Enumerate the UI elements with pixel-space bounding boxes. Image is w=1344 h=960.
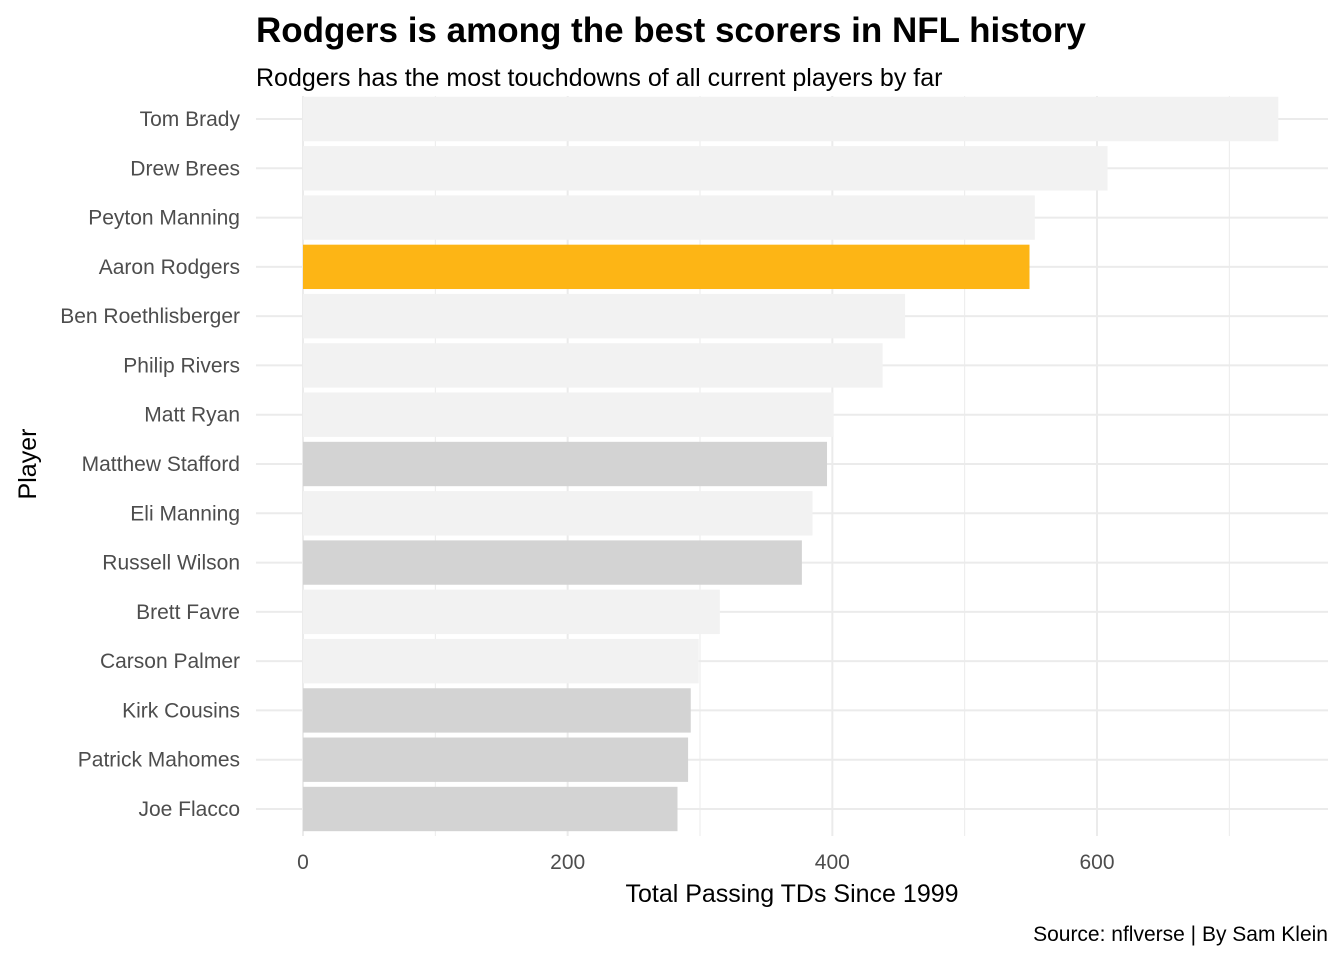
bar bbox=[303, 441, 828, 487]
bar bbox=[303, 96, 1279, 142]
bar bbox=[303, 392, 834, 437]
y-tick-label: Matt Ryan bbox=[144, 404, 240, 427]
y-tick-label: Philip Rivers bbox=[123, 354, 240, 377]
bar bbox=[303, 146, 1108, 191]
chart-subtitle: Rodgers has the most touchdowns of all c… bbox=[256, 64, 942, 92]
bar bbox=[303, 293, 906, 339]
bar bbox=[303, 343, 883, 388]
y-tick-label: Drew Brees bbox=[130, 157, 240, 180]
y-tick-label: Ben Roethlisberger bbox=[60, 305, 240, 328]
bar bbox=[303, 688, 691, 733]
bar bbox=[303, 195, 1035, 240]
y-tick-label: Russell Wilson bbox=[102, 552, 240, 575]
y-tick-label: Joe Flacco bbox=[138, 798, 240, 821]
bar bbox=[303, 786, 678, 832]
y-axis-tick-labels: Tom Brady Drew Brees Peyton Manning Aaron R… bbox=[60, 108, 240, 821]
y-tick-label: Kirk Cousins bbox=[122, 699, 240, 722]
bar bbox=[303, 589, 720, 635]
y-tick-label: Eli Manning bbox=[130, 502, 240, 525]
y-tick-label: Peyton Manning bbox=[88, 207, 240, 230]
chart-caption: Source: nflverse | By Sam Klein bbox=[1033, 923, 1328, 946]
x-tick-label: 200 bbox=[550, 851, 585, 874]
y-tick-label: Tom Brady bbox=[140, 108, 241, 131]
bars bbox=[303, 96, 1279, 832]
x-axis-title: Total Passing TDs Since 1999 bbox=[625, 880, 958, 908]
y-tick-label: Aaron Rodgers bbox=[99, 256, 240, 279]
bar bbox=[303, 737, 689, 782]
bar bbox=[303, 540, 802, 585]
x-tick-label: 600 bbox=[1079, 851, 1114, 874]
y-tick-label: Patrick Mahomes bbox=[78, 749, 240, 772]
x-tick-label: 0 bbox=[297, 851, 309, 874]
x-axis-tick-labels: 0 200 400 600 bbox=[297, 851, 1114, 874]
chart-title: Rodgers is among the best scorers in NFL… bbox=[256, 11, 1086, 50]
y-tick-label: Carson Palmer bbox=[100, 650, 240, 673]
x-tick-label: 400 bbox=[815, 851, 850, 874]
y-axis-title: Player bbox=[14, 429, 42, 500]
y-tick-label: Brett Favre bbox=[136, 601, 240, 624]
bar bbox=[303, 244, 1030, 290]
bar bbox=[303, 638, 699, 684]
y-tick-label: Matthew Stafford bbox=[82, 453, 240, 476]
bar bbox=[303, 491, 813, 536]
